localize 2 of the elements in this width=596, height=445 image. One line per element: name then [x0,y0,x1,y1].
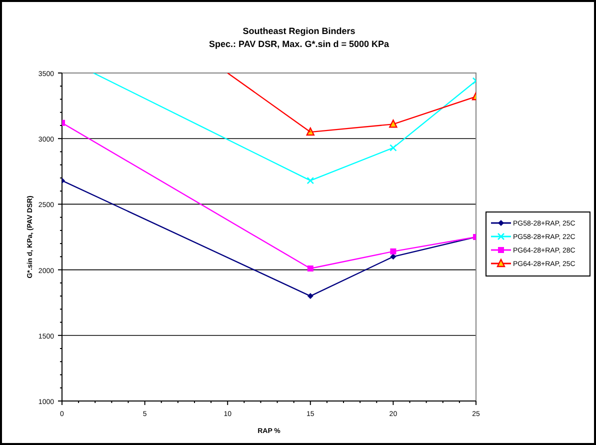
chart-subtitle: Spec.: PAV DSR, Max. G*.sin d = 5000 KPa [209,39,390,49]
chart-title: Southeast Region Binders [242,26,356,36]
